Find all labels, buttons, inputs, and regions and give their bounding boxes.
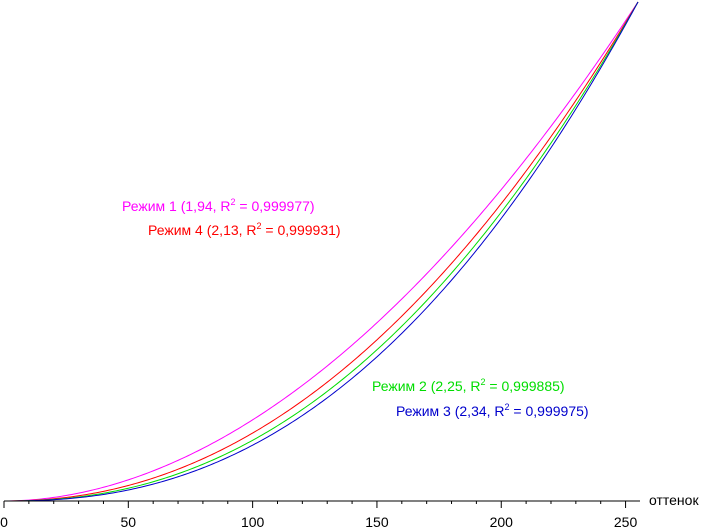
series-line-3 bbox=[4, 1, 639, 502]
curves-group bbox=[3, 1, 639, 502]
series-line-4 bbox=[4, 1, 639, 502]
x-tick-label-50: 50 bbox=[121, 514, 137, 529]
series-label-mode-4: Режим 4 (2,13, R2 = 0,999931) bbox=[148, 221, 341, 238]
series-label-mode-1: Режим 1 (1,94, R2 = 0,999977) bbox=[122, 197, 315, 214]
series-line-1 bbox=[3, 1, 639, 502]
x-tick-label-150: 150 bbox=[365, 514, 389, 529]
series-label-mode-3: Режим 3 (2,34, R2 = 0,999975) bbox=[396, 402, 589, 419]
x-axis-label: оттенок bbox=[649, 492, 699, 508]
x-tick-label-200: 200 bbox=[490, 514, 514, 529]
series-line-2 bbox=[4, 1, 639, 502]
x-tick-label-100: 100 bbox=[241, 514, 265, 529]
x-tick-label-250: 250 bbox=[614, 514, 638, 529]
x-axis-ticks: 0 50 100 150 200 250 bbox=[0, 501, 637, 529]
x-tick-label-0: 0 bbox=[0, 514, 8, 529]
series-label-mode-2: Режим 2 (2,25, R2 = 0,999885) bbox=[372, 377, 565, 394]
